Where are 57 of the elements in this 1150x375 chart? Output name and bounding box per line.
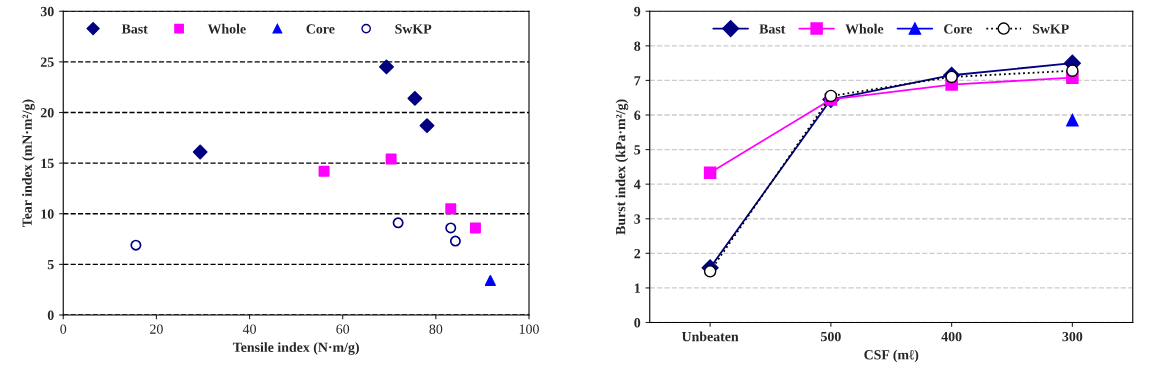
point xyxy=(1066,113,1079,127)
point xyxy=(445,203,457,215)
point xyxy=(703,265,717,278)
point xyxy=(703,166,717,180)
y-tick-label: 5 xyxy=(47,260,54,270)
point xyxy=(824,89,838,103)
y-axis-title: Burst index (kPa·m²/g) xyxy=(615,99,629,235)
legend-label: Whole xyxy=(207,23,246,34)
y-tick-label: 4 xyxy=(633,179,641,189)
y-tick-label: 20 xyxy=(40,108,54,118)
point xyxy=(392,217,404,229)
point xyxy=(318,165,330,177)
point xyxy=(379,59,394,75)
x-axis-title: Tensile index (N·m/g) xyxy=(232,342,359,355)
x-tick-label: 80 xyxy=(429,324,443,334)
x-tick-label: 100 xyxy=(519,324,539,334)
point xyxy=(945,70,958,84)
x-tick-label: 60 xyxy=(336,324,350,334)
x-axis-title: CSF (mℓ) xyxy=(864,349,919,363)
point xyxy=(130,239,142,251)
legend-label: Whole xyxy=(845,23,884,34)
point xyxy=(419,118,435,134)
y-tick-label: 15 xyxy=(41,158,54,169)
legend-label: SwKP xyxy=(1032,24,1069,34)
x-tick-label: 20 xyxy=(150,324,163,334)
point xyxy=(407,90,423,106)
point xyxy=(445,222,457,234)
x-tick-label: 0 xyxy=(60,324,67,334)
point xyxy=(192,144,208,160)
y-tick-label: 2 xyxy=(634,248,641,259)
y-tick-label: 10 xyxy=(41,209,54,219)
x-tick-label: 500 xyxy=(821,331,841,342)
y-tick-label: 5 xyxy=(634,145,641,155)
y-tick-label: 6 xyxy=(634,110,641,120)
x-tick-label: 300 xyxy=(1062,331,1083,342)
point xyxy=(449,235,461,247)
x-tick-label: Unbeaten xyxy=(681,331,739,342)
y-tick-label: 7 xyxy=(634,76,641,86)
y-tick-label: 1 xyxy=(634,283,640,293)
y-tick-label: 30 xyxy=(40,6,54,17)
legend-label: Bast xyxy=(759,24,786,34)
y-tick-label: 25 xyxy=(40,57,54,67)
point xyxy=(385,153,397,165)
point xyxy=(469,222,481,234)
point xyxy=(1066,64,1079,77)
y-tick-label: 9 xyxy=(634,6,641,17)
x-tick-label: 400 xyxy=(941,331,962,342)
legend-label: Core xyxy=(944,24,973,34)
y-tick-label: 8 xyxy=(634,41,641,51)
legend-label: Bast xyxy=(121,24,148,34)
y-tick-label: 3 xyxy=(634,214,641,224)
point xyxy=(484,275,496,287)
y-axis-title: Tear index (mN·m²/g) xyxy=(22,99,35,228)
x-tick-label: 40 xyxy=(242,324,256,334)
legend-label: Core xyxy=(306,24,335,34)
y-tick-label: 0 xyxy=(47,310,54,320)
legend-label: SwKP xyxy=(395,24,432,34)
